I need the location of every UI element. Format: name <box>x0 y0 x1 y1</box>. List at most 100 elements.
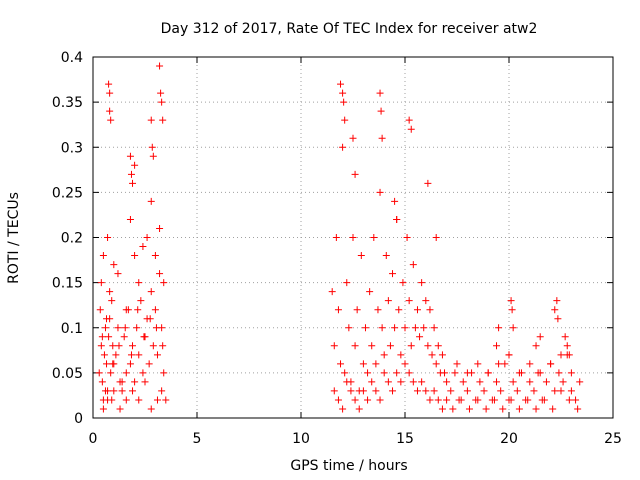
data-point <box>330 387 338 395</box>
data-point <box>99 405 107 413</box>
data-point <box>141 378 149 386</box>
data-point <box>341 369 349 377</box>
data-point <box>359 387 367 395</box>
data-point <box>389 270 397 278</box>
x-tick-label: 5 <box>193 431 202 447</box>
y-tick-label: 0.35 <box>52 95 83 111</box>
data-point <box>147 197 155 205</box>
data-point <box>351 396 359 404</box>
data-point <box>160 279 168 287</box>
data-point <box>434 396 442 404</box>
data-point <box>106 89 114 97</box>
data-point <box>328 288 336 296</box>
data-point <box>135 279 143 287</box>
data-point <box>153 351 161 359</box>
data-point <box>332 234 340 241</box>
data-point <box>432 360 440 368</box>
data-point <box>345 324 353 332</box>
data-point <box>146 315 154 323</box>
data-point <box>108 297 116 305</box>
data-point <box>378 324 386 332</box>
data-point <box>505 351 513 359</box>
data-point <box>334 396 342 404</box>
x-tick-label: 0 <box>89 431 98 447</box>
x-tick-label: 25 <box>604 431 622 447</box>
data-point <box>364 396 372 404</box>
data-point <box>572 396 580 404</box>
data-point <box>139 369 147 377</box>
data-point <box>376 89 384 97</box>
data-point <box>118 378 126 386</box>
data-point <box>515 369 523 377</box>
data-point <box>149 152 157 160</box>
data-point <box>374 306 382 314</box>
data-point <box>109 342 117 350</box>
data-point <box>401 324 409 332</box>
data-point <box>337 80 345 88</box>
data-point <box>131 252 139 260</box>
data-point <box>574 405 582 413</box>
data-point <box>554 315 562 323</box>
data-point <box>513 387 521 395</box>
data-point <box>507 396 515 404</box>
data-point <box>126 152 134 160</box>
data-point <box>422 387 430 395</box>
data-point <box>395 306 403 314</box>
data-point <box>393 369 401 377</box>
x-tick-label: 10 <box>292 431 310 447</box>
data-point <box>137 297 145 305</box>
data-point <box>162 396 170 404</box>
data-point <box>349 234 357 241</box>
data-point <box>453 360 461 368</box>
data-point <box>104 396 112 404</box>
data-point <box>553 297 561 305</box>
data-point <box>384 297 392 305</box>
data-point <box>134 306 142 314</box>
data-point <box>131 378 139 386</box>
data-point <box>103 315 111 323</box>
data-point <box>391 324 399 332</box>
data-point <box>156 270 164 278</box>
data-point <box>380 369 388 377</box>
data-point <box>482 405 490 413</box>
data-point <box>153 396 161 404</box>
data-point <box>148 143 156 151</box>
data-point <box>536 369 544 377</box>
data-point <box>355 405 363 413</box>
y-tick-label: 0.05 <box>52 366 83 382</box>
data-point <box>459 378 467 386</box>
data-point <box>559 378 567 386</box>
data-point <box>120 333 128 341</box>
data-point <box>501 360 509 368</box>
data-point <box>156 224 164 232</box>
data-point <box>551 306 559 314</box>
data-point <box>118 387 126 395</box>
data-point <box>424 179 432 187</box>
data-point <box>567 387 575 395</box>
data-point <box>551 387 559 395</box>
data-point <box>557 351 565 359</box>
data-point <box>151 306 159 314</box>
data-point <box>98 333 106 341</box>
data-point <box>114 270 122 278</box>
data-point <box>104 234 112 241</box>
data-point <box>391 197 399 205</box>
data-point <box>393 215 401 223</box>
data-point <box>524 396 532 404</box>
data-point <box>434 342 442 350</box>
data-point <box>413 387 421 395</box>
data-point <box>430 324 438 332</box>
data-point <box>133 324 141 332</box>
y-axis-title: ROTI / TECUs <box>6 192 22 284</box>
data-point <box>122 396 130 404</box>
data-point <box>515 405 523 413</box>
y-tick-label: 0.15 <box>52 276 83 292</box>
data-point <box>465 405 473 413</box>
data-point <box>507 297 515 305</box>
data-point <box>357 252 365 260</box>
data-point <box>340 98 348 106</box>
data-point <box>411 324 419 332</box>
data-point <box>129 179 137 187</box>
data-point <box>413 306 421 314</box>
data-point <box>495 324 503 332</box>
